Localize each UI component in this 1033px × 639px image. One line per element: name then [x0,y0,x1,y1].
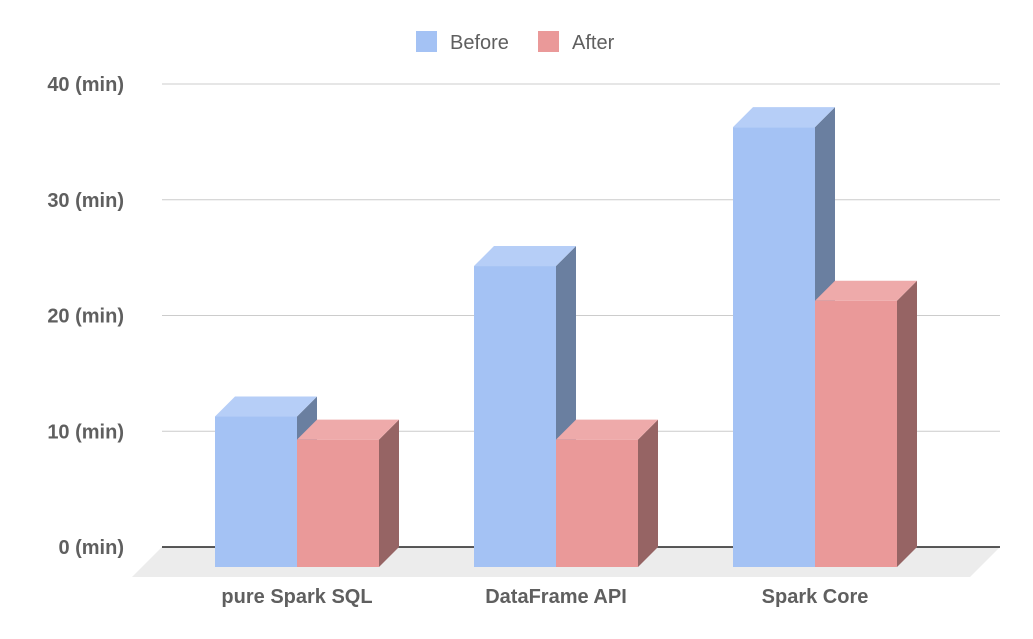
y-tick-label: 30 (min) [47,190,124,212]
bar-side [897,280,917,567]
y-tick-label: 40 (min) [47,74,124,96]
legend-label: Before [450,32,509,54]
bar-top [815,280,917,301]
bar-before-0 [215,396,317,567]
legend-swatch [538,31,559,52]
legend: Before After [416,31,615,54]
x-axis-categories: pure Spark SQL DataFrame API Spark Core [221,586,868,608]
category-label: DataFrame API [485,586,627,608]
bar-front [815,300,897,567]
y-tick-label: 20 (min) [47,306,124,328]
bar-top [297,419,399,440]
bar-top [556,419,658,440]
y-tick-label: 10 (min) [47,421,124,443]
legend-item-before: Before [416,31,509,54]
bars [215,107,917,568]
bar-front [215,416,297,567]
bar-front [474,266,556,567]
y-axis-ticks: 0 (min) 10 (min) 20 (min) 30 (min) 40 (min) [47,74,124,559]
bar-after-2 [815,280,917,567]
legend-item-after: After [538,31,615,54]
bar-top [215,396,317,417]
bar-side [638,419,658,567]
bar-front [297,439,379,567]
category-label: pure Spark SQL [221,586,372,608]
bar-after-0 [297,419,399,567]
bar-front [556,439,638,567]
bar-after-1 [556,419,658,567]
legend-swatch [416,31,437,52]
bar-side [379,419,399,567]
category-label: Spark Core [762,586,869,608]
y-tick-label: 0 (min) [58,537,124,559]
legend-label: After [572,32,615,54]
bar-top [733,107,835,128]
bar-front [733,127,815,568]
bar-top [474,246,576,267]
